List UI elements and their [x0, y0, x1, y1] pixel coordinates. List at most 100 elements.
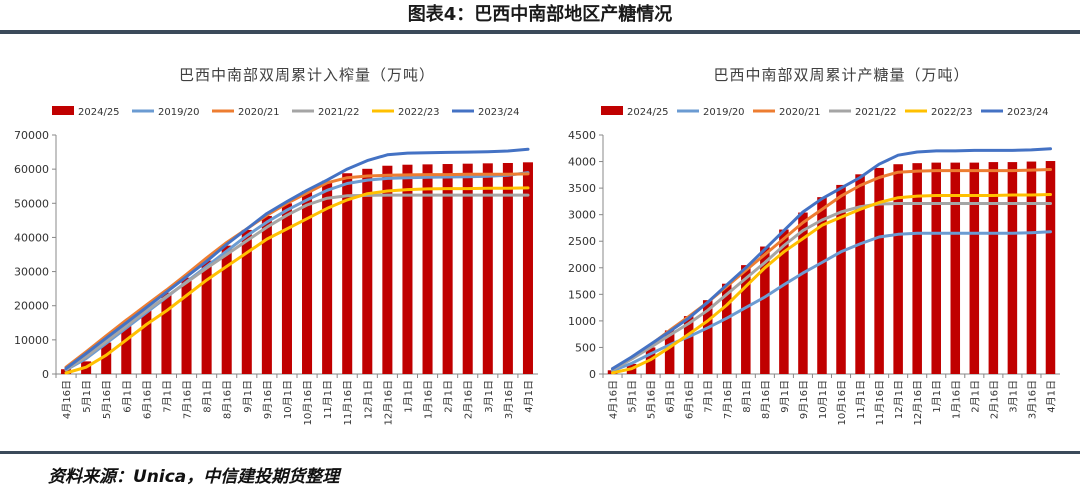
figure-title: 图表4：巴西中南部地区产糖情况	[407, 4, 673, 25]
x-tick-label: 8月1日	[741, 380, 753, 413]
bottom-rule	[0, 451, 1080, 454]
bar	[362, 168, 373, 374]
x-tick-label: 10月1日	[282, 380, 294, 419]
x-tick-label: 7月16日	[722, 380, 734, 419]
x-tick-label: 10月1日	[817, 380, 829, 419]
series-line-2023-24	[64, 147, 530, 370]
series-line-2019-20	[611, 230, 1052, 373]
bar	[817, 197, 827, 374]
bar	[221, 245, 232, 374]
x-tick-label: 11月1日	[855, 380, 867, 419]
bar	[302, 190, 313, 374]
x-tick-label: 10月16日	[836, 380, 848, 425]
bar	[502, 162, 513, 374]
x-tick-label: 1月1日	[931, 380, 943, 413]
bar	[442, 164, 453, 374]
y-tick-label: 1500	[568, 288, 596, 301]
x-tick-label: 5月16日	[101, 380, 113, 419]
legend-item: 2021/22	[829, 107, 897, 118]
x-tick-label: 7月16日	[182, 380, 194, 419]
legend-label: 2022/23	[398, 107, 440, 118]
legend-item: 2023/24	[981, 107, 1049, 118]
bar	[664, 330, 675, 374]
x-tick-label: 9月16日	[798, 380, 810, 419]
x-tick-label: 1月16日	[950, 380, 962, 419]
x-tick-label: 8月1日	[202, 380, 214, 413]
legend-label: 2021/22	[855, 107, 897, 118]
x-tick-label: 1月1日	[402, 380, 414, 413]
bar	[181, 277, 192, 374]
bar	[241, 229, 252, 374]
x-tick-label: 3月1日	[483, 380, 495, 413]
bar	[322, 180, 333, 374]
legend-item: 2019/20	[677, 107, 745, 118]
legend-item: 2024/25	[52, 106, 120, 118]
legend-label: 2020/21	[779, 107, 821, 118]
x-tick-label: 3月1日	[1007, 380, 1019, 413]
y-tick-label: 1000	[568, 315, 596, 328]
y-tick-label: 2500	[568, 235, 596, 248]
legend-item: 2022/23	[905, 107, 973, 118]
series-line-2020-21	[611, 168, 1052, 371]
legend-label: 2023/24	[1007, 107, 1049, 118]
x-tick-label: 6月16日	[684, 380, 696, 419]
x-tick-label: 7月1日	[703, 380, 715, 413]
chart-title: 巴西中南部双周累计入榨量（万吨）	[179, 66, 435, 84]
legend-item: 2023/24	[452, 107, 520, 118]
x-tick-label: 11月1日	[322, 380, 334, 419]
y-tick-label: 3500	[568, 182, 596, 195]
x-tick-label: 5月16日	[646, 380, 658, 419]
bar	[101, 342, 112, 374]
y-tick-label: 30000	[14, 266, 49, 279]
y-tick-label: 60000	[14, 163, 49, 176]
bar	[760, 246, 770, 374]
bar	[702, 300, 713, 374]
legend-label: 2019/20	[703, 107, 745, 118]
x-tick-label: 3月16日	[1026, 380, 1038, 419]
x-tick-label: 9月16日	[262, 380, 274, 419]
series-line-2021-22	[64, 193, 530, 372]
series-line-2019-20	[64, 171, 530, 372]
legend-swatch-bar	[601, 106, 623, 115]
y-tick-label: 20000	[14, 300, 49, 313]
x-tick-label: 9月1日	[779, 380, 791, 413]
bar	[342, 173, 353, 374]
bar	[382, 165, 393, 374]
bar	[141, 309, 152, 374]
crush-volume-chart: 巴西中南部双周累计入榨量（万吨） 2024/25 2019/20 2020/21 202…	[14, 66, 538, 425]
y-tick-label: 3000	[568, 209, 596, 222]
bar	[741, 265, 751, 374]
y-tick-label: 10000	[14, 334, 49, 347]
x-tick-label: 6月1日	[121, 380, 133, 413]
x-tick-label: 1月16日	[423, 380, 435, 419]
x-tick-label: 12月16日	[382, 380, 394, 425]
legend-label: 2024/25	[627, 107, 669, 118]
bar	[874, 167, 884, 374]
bar	[1026, 161, 1037, 374]
legend-item: 2022/23	[372, 107, 440, 118]
bar	[893, 164, 903, 374]
y-tick-label: 40000	[14, 231, 49, 244]
bar	[912, 163, 922, 374]
y-tick-label: 2000	[568, 262, 596, 275]
y-tick-label: 70000	[14, 129, 49, 142]
bar	[422, 164, 433, 374]
bar	[482, 163, 493, 374]
bar	[779, 229, 789, 374]
bar	[683, 316, 694, 374]
sugar-production-chart: 巴西中南部双周累计产糖量（万吨） 2024/25 2019/20 2020/21 202…	[568, 66, 1060, 425]
bar	[402, 164, 413, 374]
legend-item: 2019/20	[132, 107, 200, 118]
legend-label: 2024/25	[78, 107, 120, 118]
bar	[1045, 161, 1056, 374]
bar	[855, 174, 865, 374]
bar	[281, 203, 292, 374]
bar	[1007, 162, 1018, 374]
x-tick-label: 5月1日	[81, 380, 93, 413]
chart-title: 巴西中南部双周累计产糖量（万吨）	[713, 66, 969, 84]
x-tick-label: 12月1日	[893, 380, 905, 419]
series-line-2022-23	[64, 186, 530, 375]
x-tick-label: 6月1日	[665, 380, 677, 413]
top-rule	[0, 30, 1080, 34]
series-line-2023-24	[611, 147, 1052, 371]
